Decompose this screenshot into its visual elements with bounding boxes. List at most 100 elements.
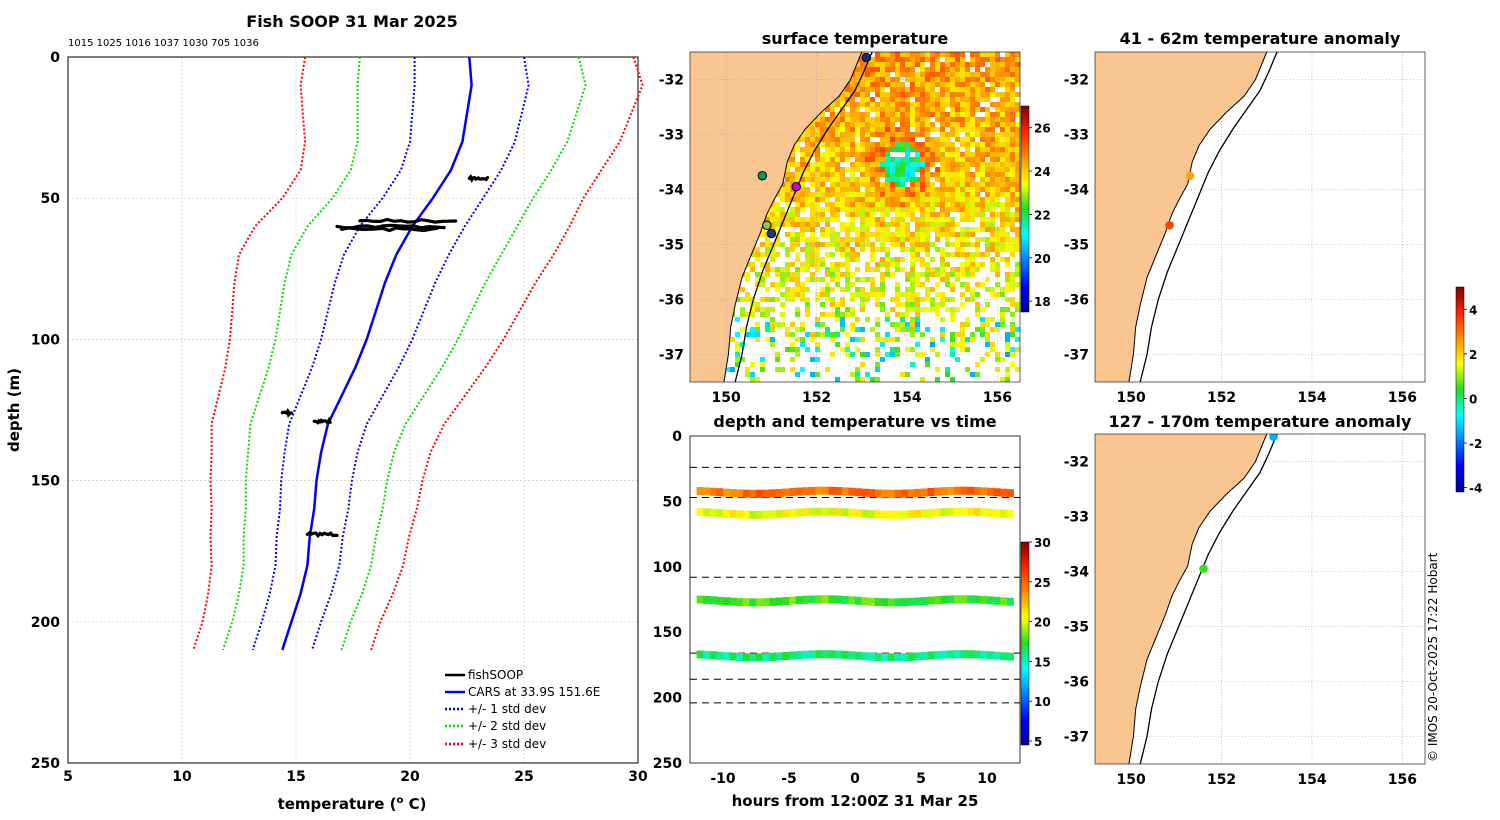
- timeseries-band-segment: [993, 596, 1001, 605]
- sst-pixel: [845, 112, 850, 117]
- sst-pixel: [915, 62, 920, 67]
- sst-pixel: [895, 62, 900, 67]
- sst-pixel: [860, 307, 865, 312]
- sst-pixel: [835, 262, 840, 267]
- timeseries-band-segment: [901, 489, 909, 498]
- fishsoop-trace: [358, 217, 458, 224]
- sst-pixel: [800, 342, 805, 347]
- sst-pixel: [825, 312, 830, 317]
- sst-pixel: [1015, 67, 1020, 72]
- sst-pixel: [1015, 107, 1020, 112]
- sst-pixel: [960, 52, 965, 57]
- sst-pixel: [975, 207, 980, 212]
- sst-pixel: [895, 227, 900, 232]
- sst-pixel: [760, 262, 765, 267]
- sst-pixel: [850, 292, 855, 297]
- sst-pixel: [925, 292, 930, 297]
- sst-pixel: [1010, 327, 1015, 332]
- legend-label-cars: CARS at 33.9S 151.6E: [468, 685, 600, 699]
- sst-pixel: [910, 262, 915, 267]
- anomaly-lower-map-content: [1095, 434, 1425, 764]
- sst-pixel: [860, 82, 865, 87]
- sst-pixel: [840, 187, 845, 192]
- sst-pixel: [880, 162, 885, 167]
- sst-pixel: [995, 262, 1000, 267]
- sst-pixel: [885, 192, 890, 197]
- sst-pixel: [835, 202, 840, 207]
- timeseries-band-segment: [709, 508, 717, 517]
- sst-pixel: [915, 122, 920, 127]
- sst-pixel: [875, 57, 880, 62]
- sst-pixel: [925, 252, 930, 257]
- sst-pixel: [835, 117, 840, 122]
- timeseries-colorbar: [1020, 541, 1030, 746]
- sst-pixel: [890, 67, 895, 72]
- sst-pixel: [1010, 322, 1015, 327]
- sst-pixel: [780, 277, 785, 282]
- sst-pixel: [815, 202, 820, 207]
- sst-pixel: [980, 357, 985, 362]
- sst-pixel: [875, 167, 880, 172]
- sst-pixel: [905, 147, 910, 152]
- sst-pixel: [875, 297, 880, 302]
- sst-pixel: [1010, 122, 1015, 127]
- sst-pixel: [960, 122, 965, 127]
- timeseries-band-segment: [742, 598, 750, 607]
- sst-pixel: [910, 322, 915, 327]
- sst-pixel: [845, 127, 850, 132]
- sst-pixel: [915, 342, 920, 347]
- sst-pixel: [790, 357, 795, 362]
- sst-pixel: [980, 317, 985, 322]
- sst-pixel: [870, 152, 875, 157]
- sst-pixel: [880, 307, 885, 312]
- sst-pixel: [815, 117, 820, 122]
- sst-pixel: [965, 192, 970, 197]
- sst-pixel: [800, 137, 805, 142]
- sst-pixel: [800, 287, 805, 292]
- sst-pixel: [865, 72, 870, 77]
- sst-pixel: [930, 157, 935, 162]
- sst-pixel: [990, 267, 995, 272]
- sst-pixel: [795, 167, 800, 172]
- sst-pixel: [950, 182, 955, 187]
- profile-x-label: temperature (o C): [278, 795, 427, 813]
- surface-axes-frame: [689, 51, 1021, 383]
- sst-pixel: [890, 182, 895, 187]
- sst-pixel: [970, 57, 975, 62]
- timeseries-band-segment: [775, 509, 783, 518]
- sst-pixel: [1010, 237, 1015, 242]
- timeseries-band-segment: [835, 507, 843, 516]
- sst-pixel: [860, 102, 865, 107]
- sst-pixel: [875, 72, 880, 77]
- sst-pixel: [920, 172, 925, 177]
- sst-pixel: [960, 247, 965, 252]
- sst-pixel: [845, 147, 850, 152]
- sst-pixel: [865, 142, 870, 147]
- sst-pixel: [885, 212, 890, 217]
- sst-pixel: [985, 177, 990, 182]
- sst-pixel: [855, 112, 860, 117]
- sst-pixel: [850, 177, 855, 182]
- sst-pixel: [855, 327, 860, 332]
- sst-pixel: [925, 212, 930, 217]
- sst-pixel: [965, 287, 970, 292]
- timeseries-band-segment: [762, 510, 770, 519]
- timeseries-x-tick-label: 10: [977, 771, 997, 787]
- timeseries-band-segment: [828, 650, 836, 659]
- sst-pixel: [930, 297, 935, 302]
- sst-pixel: [970, 127, 975, 132]
- sst-pixel: [950, 317, 955, 322]
- anomaly-point: [1199, 564, 1208, 574]
- sst-pixel: [835, 232, 840, 237]
- sst-pixel: [930, 212, 935, 217]
- sst-pixel: [970, 172, 975, 177]
- sst-pixel: [985, 317, 990, 322]
- sst-pixel: [875, 87, 880, 92]
- sst-pixel: [975, 192, 980, 197]
- sst-pixel: [760, 357, 765, 362]
- anomaly-upper-map-content: [1095, 52, 1425, 382]
- sst-pixel: [765, 237, 770, 242]
- sst-pixel: [970, 177, 975, 182]
- timeseries-band-segment: [808, 595, 816, 604]
- sst-pixel: [920, 142, 925, 147]
